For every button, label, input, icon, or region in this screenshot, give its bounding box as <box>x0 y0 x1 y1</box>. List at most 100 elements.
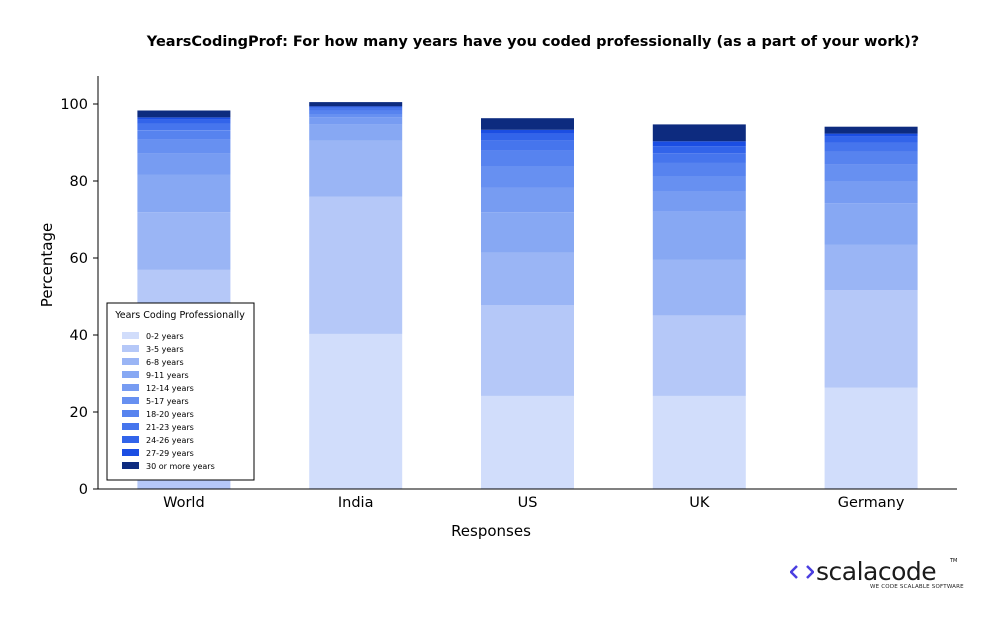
y-tick-label: 40 <box>70 328 88 344</box>
bar-segment <box>481 133 574 141</box>
bar-segment <box>652 315 746 396</box>
x-tick-label: UK <box>689 495 710 511</box>
legend-swatch <box>122 410 139 417</box>
bar-segment <box>137 110 231 118</box>
bar-segment <box>824 142 918 152</box>
bar-segment <box>824 133 918 137</box>
bar-segment <box>137 139 231 154</box>
x-tick-label: World <box>163 495 205 511</box>
legend-label: 30 or more years <box>146 462 215 471</box>
y-tick-label: 60 <box>70 251 88 267</box>
y-tick-label: 20 <box>70 405 88 421</box>
legend-label: 0-2 years <box>146 332 184 341</box>
legend-label: 3-5 years <box>146 345 184 354</box>
bar-segment <box>652 124 746 142</box>
bar-segment <box>824 136 918 143</box>
bar-segment <box>137 212 231 270</box>
legend-label: 9-11 years <box>146 371 189 380</box>
logo-tagline: WE CODE SCALABLE SOFTWARE <box>870 584 964 590</box>
legend-swatch <box>122 358 139 365</box>
bar-segment <box>652 146 746 154</box>
bar-segment <box>652 162 746 176</box>
x-tick-label: India <box>338 495 374 511</box>
bar-segment <box>481 150 574 166</box>
bar-segment <box>137 117 231 120</box>
x-ticks-group: World India US UK Germany <box>163 495 905 511</box>
bar-segment <box>137 153 231 175</box>
legend-items: 0-2 years 3-5 years 6-8 years 9-11 years 12-… <box>122 332 215 471</box>
bar-segment <box>481 187 574 213</box>
bar-segment <box>652 176 746 191</box>
scalacode-logo: scalacode TM WE CODE SCALABLE SOFTWARE <box>790 557 964 598</box>
y-axis-label: Percentage <box>38 223 56 307</box>
legend-swatch <box>122 449 139 456</box>
bar-segment <box>824 290 918 388</box>
bar-segment <box>309 333 403 489</box>
bar-segment <box>652 141 746 147</box>
legend-swatch <box>122 397 139 404</box>
bar-segment <box>309 196 403 334</box>
legend-swatch <box>122 423 139 430</box>
legend-swatch <box>122 462 139 469</box>
bar-segment <box>824 203 918 245</box>
bar-segment <box>309 108 403 111</box>
bar-segment <box>137 123 231 131</box>
legend-swatch <box>122 345 139 352</box>
bar-segment <box>309 102 403 107</box>
y-tick-label: 100 <box>60 97 88 113</box>
bar-segment <box>481 252 574 305</box>
y-tick-label: 0 <box>79 482 88 498</box>
bar-segment <box>137 174 231 213</box>
bar-segment <box>309 107 403 109</box>
bar-segment <box>824 164 918 181</box>
bar-segment <box>652 191 746 212</box>
logo-trademark: TM <box>950 558 958 564</box>
legend-swatch <box>122 436 139 443</box>
logo-wordmark: scalacode <box>816 557 937 586</box>
legend-label: 27-29 years <box>146 449 194 458</box>
legend-title: Years Coding Professionally <box>114 310 245 321</box>
legend-label: 18-20 years <box>146 410 194 419</box>
bar-segment <box>824 126 918 134</box>
bar-segment <box>481 129 574 134</box>
bar-segment <box>481 118 574 130</box>
x-tick-label: Germany <box>838 495 905 511</box>
bar-segment <box>824 387 918 489</box>
bars-group <box>137 102 918 489</box>
legend-swatch <box>122 332 139 339</box>
bar-segment <box>652 211 746 260</box>
legend-label: 24-26 years <box>146 436 194 445</box>
bar-segment <box>137 119 231 124</box>
bar-segment <box>309 124 403 141</box>
bar-segment <box>309 110 403 114</box>
bar-segment <box>309 140 403 197</box>
bar-segment <box>652 395 746 489</box>
bar-segment <box>652 259 746 316</box>
bar-segment <box>481 305 574 396</box>
legend-label: 21-23 years <box>146 423 194 432</box>
bar-segment <box>481 166 574 188</box>
y-ticks-group: 0 20 40 60 80 100 <box>60 97 98 498</box>
x-axis-label: Responses <box>451 522 531 540</box>
bar-segment <box>309 117 403 125</box>
legend-swatch <box>122 384 139 391</box>
chart-title: YearsCodingProf: For how many years have… <box>146 34 919 50</box>
bar-segment <box>481 212 574 253</box>
bar-segment <box>824 181 918 204</box>
legend-swatch <box>122 371 139 378</box>
bar-segment <box>481 395 574 489</box>
legend-label: 12-14 years <box>146 384 194 393</box>
bar-segment <box>824 151 918 165</box>
bar-segment <box>137 130 231 140</box>
bar-segment <box>481 140 574 151</box>
bar-segment <box>309 114 403 118</box>
y-tick-label: 80 <box>70 174 88 190</box>
code-brackets-icon <box>790 565 814 579</box>
legend: Years Coding Professionally 0-2 years 3-5… <box>106 302 255 481</box>
legend-label: 5-17 years <box>146 397 189 406</box>
bar-segment <box>309 106 403 108</box>
bar-segment <box>824 244 918 291</box>
bar-segment <box>652 153 746 163</box>
x-tick-label: US <box>518 495 538 511</box>
